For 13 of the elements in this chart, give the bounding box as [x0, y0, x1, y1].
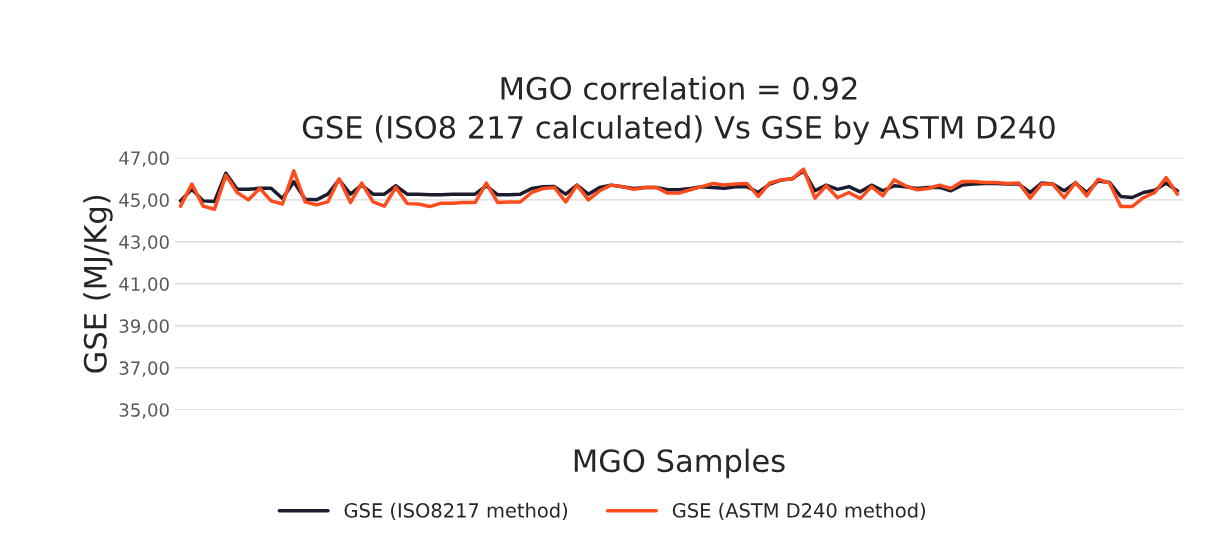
y-tick-label: 43,00 [119, 235, 169, 251]
y-tick-label: 47,00 [119, 151, 169, 167]
y-tick-label: 41,00 [119, 277, 169, 293]
line-series [178, 167, 1180, 212]
x-axis-title: MGO Samples [574, 448, 785, 479]
y-tick-label: 35,00 [119, 403, 169, 419]
y-tick-label: 45,00 [119, 193, 169, 209]
chart-title: MGO correlation = 0.92 GSE (ISO8 217 calculated) Vs GSE by ASTM D240 [302, 76, 1055, 145]
legend-label: GSE (ASTM D240 method) [672, 502, 925, 521]
y-tick-label: 39,00 [119, 319, 169, 335]
legend-label: GSE (ISO8217 method) [344, 502, 568, 521]
y-axis-title: GSE (MJ/Kg) [83, 195, 113, 373]
y-tick-label: 37,00 [119, 361, 169, 377]
